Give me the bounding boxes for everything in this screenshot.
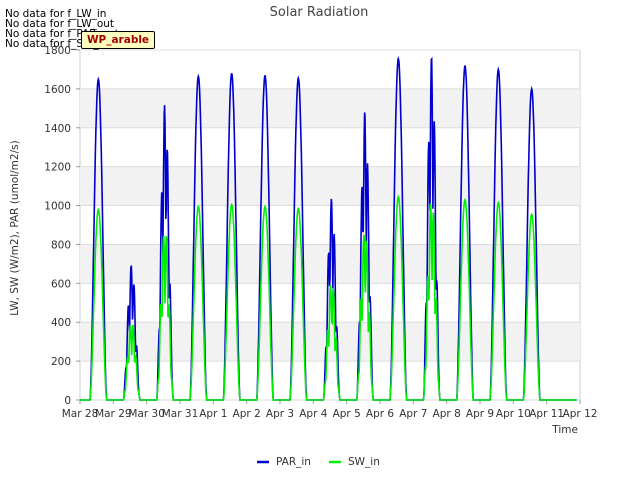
y-tick-label: 1600 bbox=[44, 84, 71, 96]
y-tick-label: 1400 bbox=[44, 123, 71, 135]
y-axis: 0 200 400 600 800 1000 1200 1400 1600 1800 bbox=[44, 45, 80, 407]
x-tick-label: Apr 11 bbox=[529, 408, 564, 420]
grid-band bbox=[80, 166, 580, 206]
legend-label: SW_in bbox=[348, 456, 380, 468]
y-tick-label: 200 bbox=[51, 356, 71, 368]
y-tick-label: 0 bbox=[64, 395, 71, 407]
y-tick-label: 600 bbox=[51, 278, 71, 290]
x-tick-label: Apr 5 bbox=[333, 408, 361, 420]
x-tick-label: Apr 12 bbox=[563, 408, 598, 420]
plot-lines bbox=[80, 55, 577, 401]
y-tick-label: 1800 bbox=[44, 45, 71, 57]
y-tick-label: 1200 bbox=[44, 162, 71, 174]
site-badge: WP_arable bbox=[81, 31, 155, 49]
x-tick-label: Apr 3 bbox=[266, 408, 294, 420]
series-line-sw-in bbox=[80, 194, 577, 401]
legend: PAR_in SW_in bbox=[257, 456, 380, 468]
x-tick-label: Mar 31 bbox=[162, 408, 199, 420]
x-tick-label: Mar 29 bbox=[95, 408, 132, 420]
no-data-notes: No data for f_LW_in No data for f_LW_out… bbox=[5, 8, 119, 50]
grid-band bbox=[80, 88, 580, 128]
y-tick-label: 1000 bbox=[44, 201, 71, 213]
grid-band bbox=[80, 322, 580, 362]
x-tick-label: Mar 28 bbox=[62, 408, 99, 420]
x-tick-label: Apr 8 bbox=[433, 408, 461, 420]
note-par-out: No data for f_PAR_out bbox=[5, 28, 119, 40]
y-tick-label: 400 bbox=[51, 317, 71, 329]
x-tick-label: Apr 10 bbox=[496, 408, 531, 420]
note-lw-out: No data for f_LW_out bbox=[5, 18, 115, 30]
x-tick-label: Mar 30 bbox=[128, 408, 165, 420]
x-tick-label: Apr 6 bbox=[366, 408, 395, 420]
note-sw-out: No data for f_SW_out bbox=[5, 38, 116, 50]
x-tick-label: Apr 1 bbox=[199, 408, 227, 420]
y-axis-label: LW, SW (W/m2), PAR (umol/m2/s) bbox=[9, 140, 21, 315]
x-axis-label: Time bbox=[551, 424, 578, 436]
x-tick-label: Apr 4 bbox=[299, 408, 328, 420]
legend-label: PAR_in bbox=[276, 456, 311, 468]
chart-title: Solar Radiation bbox=[270, 5, 369, 20]
x-tick-label: Apr 2 bbox=[233, 408, 261, 420]
x-tick-label: Apr 9 bbox=[466, 408, 494, 420]
note-lw-in: No data for f_LW_in bbox=[5, 8, 107, 20]
y-tick-label: 800 bbox=[51, 239, 71, 251]
x-tick-label: Apr 7 bbox=[399, 408, 427, 420]
